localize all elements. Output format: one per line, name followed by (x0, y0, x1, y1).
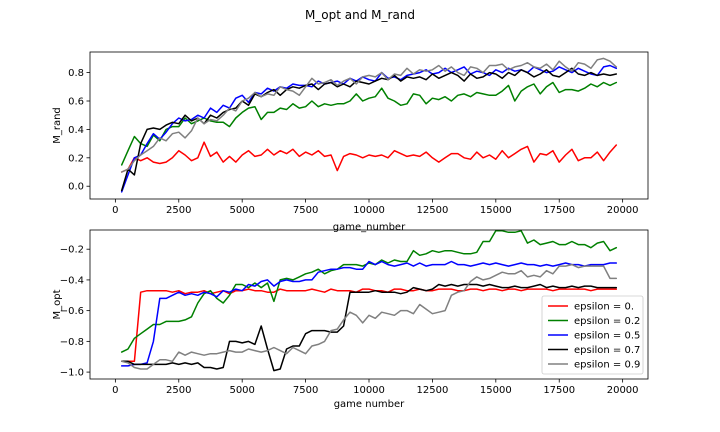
x-tick-label: 0 (112, 385, 118, 396)
legend-box (541, 295, 644, 375)
y-axis-label: M_opt (52, 289, 63, 319)
legend-entry: epsilon = 0.7 (574, 345, 640, 356)
y-tick-label: −1.0 (60, 368, 84, 379)
y-tick-label: −0.4 (60, 275, 84, 286)
series-line-1 (120, 288, 618, 363)
x-tick-label: 5000 (229, 385, 254, 396)
y-tick-label: 0.4 (68, 125, 84, 136)
x-tick-label: 20000 (607, 205, 639, 216)
figure-title: M_opt and M_rand (305, 8, 415, 22)
y-tick-label: −0.6 (60, 306, 84, 317)
x-tick-label: 0 (112, 205, 118, 216)
series-line-3 (120, 260, 618, 367)
legend-entry: epsilon = 0.9 (574, 360, 640, 371)
x-tick-label: 2500 (166, 205, 191, 216)
x-tick-label: 17500 (543, 205, 575, 216)
x-tick-label: 10000 (353, 205, 385, 216)
series-line-5 (120, 263, 618, 370)
series-line-2 (120, 81, 618, 166)
x-tick-label: 2500 (166, 385, 191, 396)
x-tick-label: 10000 (353, 385, 385, 396)
x-tick-label: 12500 (417, 385, 449, 396)
y-tick-label: 0.8 (68, 68, 84, 79)
y-tick-label: 0.2 (68, 153, 84, 164)
y-tick-label: 0.6 (68, 97, 84, 108)
plot-m-rand: 0 2500 5000 7500 10000 12500 15000 17500 20000 0.… (52, 51, 649, 233)
x-tick-label: 7500 (293, 385, 318, 396)
legend-entry: epsilon = 0.2 (574, 316, 640, 327)
x-tick-label: 12500 (417, 205, 449, 216)
series-line-4 (120, 283, 618, 372)
y-tick-label: 0.0 (68, 182, 84, 193)
legend-entry: epsilon = 0.5 (574, 331, 640, 342)
x-tick-label: 15000 (480, 205, 512, 216)
plot-m-opt: 0 2500 5000 7500 10000 12500 15000 17500 20000 −1… (52, 229, 649, 410)
legend: epsilon = 0. epsilon = 0.2 epsilon = 0.5 ep… (541, 295, 644, 375)
y-tick-label: −0.8 (60, 337, 84, 348)
x-axis-label: game_number (333, 222, 406, 233)
x-tick-label: 17500 (543, 385, 575, 396)
legend-entry: epsilon = 0. (574, 302, 634, 313)
x-tick-label: 5000 (229, 205, 254, 216)
x-tick-label: 20000 (607, 385, 639, 396)
x-axis-label: game number (334, 399, 405, 410)
y-axis-label: M_rand (52, 107, 63, 144)
x-tick-label: 7500 (293, 205, 318, 216)
series-line-2 (120, 230, 618, 353)
y-tick-label: −0.2 (60, 245, 84, 256)
series-line-5 (120, 57, 618, 173)
x-tick-label: 15000 (480, 385, 512, 396)
series-line-4 (120, 67, 618, 192)
series-line-1 (120, 141, 618, 173)
